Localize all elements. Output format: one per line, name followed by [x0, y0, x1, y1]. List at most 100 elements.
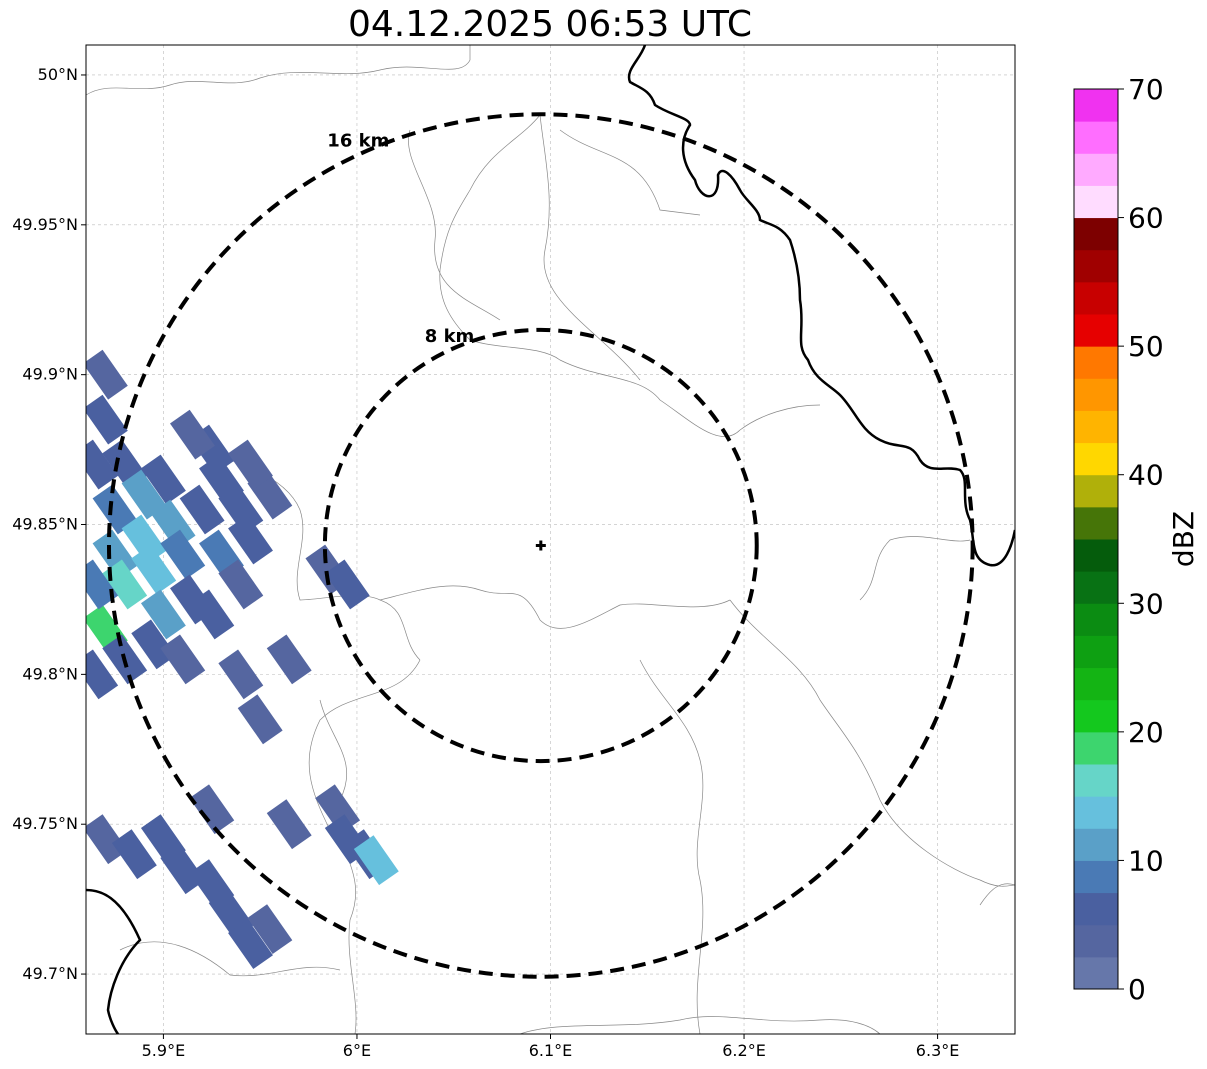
colorbar-tick-label: 40 — [1128, 459, 1164, 492]
radar-echo-cell — [228, 439, 273, 490]
radar-echo-cell — [160, 529, 206, 580]
range-ring-label: 8 km — [425, 326, 475, 347]
colorbar-swatch — [1074, 892, 1118, 926]
colorbar-tick-label: 30 — [1128, 587, 1164, 620]
map-title: 04.12.2025 06:53 UTC — [347, 4, 753, 45]
colorbar-swatch — [1074, 185, 1118, 219]
radar-echo-cell — [179, 484, 225, 535]
range-rings: 8 km 16 km — [106, 112, 975, 979]
colorbar-swatch — [1074, 860, 1118, 894]
colorbar-swatch — [1074, 153, 1118, 186]
lon-tick-label: 5.9°E — [142, 1041, 186, 1060]
colorbar-swatch — [1074, 346, 1118, 379]
country-border — [627, 45, 1015, 567]
region-border — [559, 129, 701, 216]
radar-echo-cell — [189, 784, 235, 835]
radar-echo-cell — [189, 589, 235, 640]
radar-echo-cell — [266, 634, 312, 685]
region-border — [729, 599, 1015, 887]
radar-echo-cell — [324, 559, 370, 610]
radar-echo-cell — [228, 514, 273, 565]
radar-echo-cell — [218, 559, 264, 610]
colorbar-swatch — [1074, 89, 1118, 122]
radar-site-marker — [535, 540, 546, 551]
region-border — [308, 659, 421, 831]
region-border — [379, 585, 731, 629]
radar-echo-cell — [121, 469, 167, 520]
colorbar-unit-label: dBZ — [1167, 511, 1200, 567]
radar-echo-cell — [160, 634, 206, 685]
radar-echo-cell — [169, 409, 215, 460]
colorbar-swatch — [1074, 378, 1118, 411]
gridlines — [86, 45, 1015, 1034]
radar-echo-cell — [247, 904, 293, 955]
lon-tick-label: 6°E — [343, 1041, 371, 1060]
region-border — [229, 459, 421, 661]
radar-echo-cell — [86, 349, 128, 400]
radar-echo-cell — [86, 439, 119, 490]
colorbar-swatch — [1074, 635, 1118, 669]
range-ring-label: 16 km — [327, 131, 389, 152]
radar-echo-cell — [92, 484, 138, 535]
colorbar-swatch — [1074, 699, 1118, 733]
colorbar-swatch — [1074, 410, 1118, 444]
radar-echo-cell — [131, 544, 177, 595]
radar-echo-cell — [86, 394, 128, 445]
colorbar-swatch — [1074, 121, 1118, 154]
lat-tick-label: 49.9°N — [22, 365, 78, 384]
range-ring — [106, 112, 975, 979]
colorbar-swatch — [1074, 796, 1118, 829]
lat-tick-label: 49.75°N — [12, 814, 78, 833]
colorbar-swatch — [1074, 314, 1118, 347]
region-border — [639, 659, 704, 1034]
colorbar-swatch — [1074, 249, 1118, 283]
radar-echo-cell — [140, 454, 186, 505]
radar-echo-cell — [237, 694, 283, 745]
lon-tick-label: 6.2°E — [722, 1041, 766, 1060]
radar-echo-cell — [353, 835, 399, 886]
region-border — [119, 941, 341, 977]
lat-tick-label: 49.85°N — [12, 515, 78, 534]
axis-ticks: 50°N 49.95°N 49.9°N 49.85°N 49.8°N 49.75°N 49.… — [12, 65, 959, 1060]
radar-echo-cell — [86, 559, 119, 610]
radar-echo-cell — [86, 814, 128, 865]
colorbar-swatch — [1074, 571, 1118, 604]
radar-echo-cell — [102, 559, 148, 610]
colorbar-swatch — [1074, 281, 1118, 315]
lat-tick-label: 49.95°N — [12, 215, 78, 234]
radar-echoes — [86, 349, 399, 969]
region-border — [86, 45, 471, 96]
region-border — [439, 114, 821, 437]
colorbar-swatch — [1074, 731, 1118, 765]
colorbar-frame — [1073, 88, 1119, 990]
radar-echo-cell — [111, 829, 157, 880]
region-border — [539, 114, 641, 381]
colorbar-swatch — [1074, 442, 1118, 476]
radar-echo-cell — [131, 619, 177, 670]
colorbar-tick-label: 50 — [1128, 330, 1164, 363]
radar-echo-cell — [228, 919, 273, 969]
region-border — [408, 129, 501, 321]
region-border — [519, 1016, 881, 1034]
range-ring — [322, 327, 759, 764]
colorbar-swatch — [1074, 667, 1118, 701]
colorbar-tick-label: 20 — [1128, 716, 1164, 749]
colorbar-swatch — [1074, 764, 1118, 797]
radar-echo-cell — [160, 844, 206, 895]
lon-tick-label: 6.1°E — [529, 1041, 573, 1060]
radar-echo-cell — [266, 799, 312, 850]
colorbar-tick-label: 60 — [1128, 202, 1164, 235]
colorbar-swatch — [1074, 603, 1118, 636]
colorbar-tick-label: 70 — [1128, 73, 1164, 106]
colorbar-swatch — [1074, 506, 1118, 540]
colorbar-swatch — [1074, 217, 1118, 251]
country-border — [86, 888, 142, 1034]
colorbar-tick-label: 10 — [1128, 844, 1164, 877]
lat-tick-label: 49.7°N — [22, 964, 78, 983]
colorbar: 0 10 20 30 40 50 60 70 dBZ — [1073, 73, 1200, 1006]
radar-echo-cell — [218, 649, 264, 700]
region-border — [319, 699, 357, 1034]
colorbar-swatch — [1074, 539, 1118, 572]
colorbar-tick-label: 0 — [1128, 973, 1146, 1006]
